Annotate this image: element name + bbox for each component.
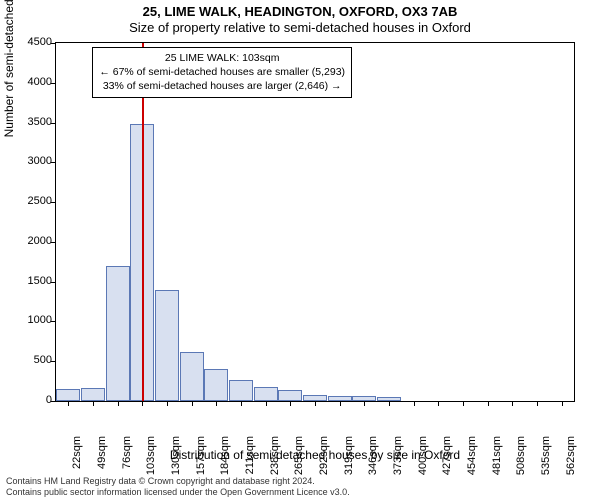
xtick-mark: [463, 401, 464, 406]
ytick-label: 0: [46, 394, 52, 406]
ytick-label: 3500: [28, 116, 52, 128]
xtick-mark: [93, 401, 94, 406]
xtick-label: 103sqm: [145, 436, 157, 475]
xtick-label: 76sqm: [121, 436, 133, 469]
xtick-label: 400sqm: [417, 436, 429, 475]
xtick-mark: [438, 401, 439, 406]
ytick-label: 1500: [28, 275, 52, 287]
xtick-label: 130sqm: [170, 436, 182, 475]
xtick-label: 427sqm: [441, 436, 453, 475]
xtick-mark: [216, 401, 217, 406]
histogram-bar: [155, 290, 179, 401]
histogram-bar: [278, 390, 302, 401]
xtick-mark: [290, 401, 291, 406]
xtick-label: 211sqm: [244, 436, 256, 474]
xtick-label: 508sqm: [515, 436, 527, 475]
xtick-label: 346sqm: [367, 436, 379, 475]
xtick-label: 184sqm: [219, 436, 231, 475]
xtick-mark: [192, 401, 193, 406]
xtick-mark: [364, 401, 365, 406]
ytick-label: 500: [34, 354, 52, 366]
xtick-label: 319sqm: [343, 436, 355, 475]
xtick-mark: [488, 401, 489, 406]
histogram-bar: [180, 352, 204, 401]
ytick-label: 4500: [28, 36, 52, 48]
xtick-label: 373sqm: [392, 436, 404, 475]
chart-title-line1: 25, LIME WALK, HEADINGTON, OXFORD, OX3 7…: [0, 4, 600, 19]
xtick-mark: [340, 401, 341, 406]
chart-title-block: 25, LIME WALK, HEADINGTON, OXFORD, OX3 7…: [0, 0, 600, 35]
ytick-label: 1000: [28, 314, 52, 326]
xtick-label: 22sqm: [71, 436, 83, 469]
xtick-mark: [241, 401, 242, 406]
footer-line-1: Contains HM Land Registry data © Crown c…: [6, 476, 594, 487]
y-axis-label: Number of semi-detached properties: [2, 0, 16, 220]
xtick-label: 238sqm: [269, 436, 281, 475]
xtick-mark: [414, 401, 415, 406]
footer-attribution: Contains HM Land Registry data © Crown c…: [6, 476, 594, 498]
histogram-bar: [254, 387, 278, 401]
xtick-label: 454sqm: [466, 436, 478, 475]
xtick-label: 562sqm: [565, 436, 577, 475]
xtick-mark: [266, 401, 267, 406]
xtick-mark: [118, 401, 119, 406]
xtick-mark: [315, 401, 316, 406]
histogram-bar: [56, 389, 80, 401]
histogram-bar: [229, 380, 253, 401]
ytick-label: 3000: [28, 155, 52, 167]
xtick-label: 49sqm: [96, 436, 108, 469]
ytick-label: 2500: [28, 195, 52, 207]
ytick-label: 2000: [28, 235, 52, 247]
footer-line-2: Contains public sector information licen…: [6, 487, 594, 498]
xtick-label: 292sqm: [318, 436, 330, 475]
histogram-bar: [106, 266, 130, 401]
xtick-label: 157sqm: [195, 436, 207, 475]
xtick-label: 481sqm: [491, 436, 503, 475]
histogram-bar: [81, 388, 105, 401]
chart-plot-area: 25 LIME WALK: 103sqm ← 67% of semi-detac…: [55, 42, 575, 402]
info-line-3: 33% of semi-detached houses are larger (…: [99, 79, 345, 93]
ytick-label: 4000: [28, 76, 52, 88]
xtick-mark: [142, 401, 143, 406]
xtick-mark: [562, 401, 563, 406]
xtick-mark: [512, 401, 513, 406]
xtick-mark: [68, 401, 69, 406]
info-line-2: ← 67% of semi-detached houses are smalle…: [99, 65, 345, 79]
histogram-bar: [204, 369, 228, 401]
xtick-label: 535sqm: [540, 436, 552, 475]
marker-info-box: 25 LIME WALK: 103sqm ← 67% of semi-detac…: [92, 47, 352, 98]
xtick-mark: [389, 401, 390, 406]
info-line-1: 25 LIME WALK: 103sqm: [99, 51, 345, 65]
xtick-mark: [167, 401, 168, 406]
xtick-label: 265sqm: [293, 436, 305, 475]
xtick-mark: [537, 401, 538, 406]
chart-title-line2: Size of property relative to semi-detach…: [0, 20, 600, 35]
